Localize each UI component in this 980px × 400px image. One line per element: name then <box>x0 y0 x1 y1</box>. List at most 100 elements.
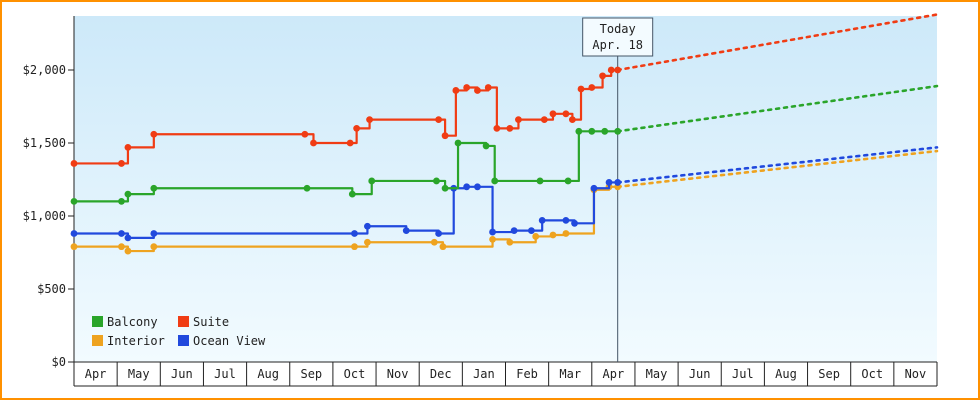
x-axis-label: Apr <box>85 367 107 381</box>
data-point-ocean-view <box>571 219 578 227</box>
data-point-interior <box>506 238 514 246</box>
data-point-suite <box>118 160 125 167</box>
legend-item-balcony: Balcony <box>92 315 158 329</box>
data-point-interior <box>118 243 125 251</box>
data-point-balcony <box>491 177 499 185</box>
series-points-ocean-view <box>70 179 622 242</box>
data-point-balcony <box>614 127 622 135</box>
data-point-suite <box>150 130 158 138</box>
x-axis-label: Apr <box>603 367 625 381</box>
data-point-interior <box>364 238 371 246</box>
data-point-balcony <box>588 127 596 135</box>
y-tick-label: $1,000 <box>23 209 66 223</box>
data-point-suite <box>310 139 317 147</box>
data-point-ocean-view <box>590 184 598 192</box>
data-point-suite <box>599 72 606 80</box>
data-point-suite <box>124 143 132 151</box>
x-axis-label: May <box>646 367 668 381</box>
legend-label-balcony: Balcony <box>107 315 158 329</box>
data-point-interior <box>124 247 132 255</box>
data-point-balcony <box>575 127 583 135</box>
data-point-ocean-view <box>538 216 546 224</box>
legend-item-suite: Suite <box>178 315 229 329</box>
x-axis-label: Oct <box>861 367 883 381</box>
data-point-suite <box>70 160 78 167</box>
data-point-ocean-view <box>118 230 125 237</box>
data-point-ocean-view <box>474 183 481 191</box>
data-point-suite <box>515 116 522 124</box>
data-point-ocean-view <box>527 227 535 235</box>
data-point-ocean-view <box>402 227 410 235</box>
data-point-ocean-view <box>562 216 570 224</box>
data-point-ocean-view <box>150 230 158 237</box>
legend-swatch-suite <box>178 316 189 327</box>
data-point-balcony <box>601 127 609 135</box>
data-point-suite <box>346 139 354 147</box>
data-point-suite <box>568 116 576 124</box>
data-point-suite <box>577 85 585 93</box>
legend-item-interior: Interior <box>92 334 165 348</box>
data-point-balcony <box>118 198 125 205</box>
data-point-ocean-view <box>489 228 496 236</box>
data-point-suite <box>435 116 443 124</box>
x-axis-label: Jul <box>732 367 754 381</box>
data-point-balcony <box>536 177 544 185</box>
x-axis-label: May <box>128 367 150 381</box>
x-axis-label: Nov <box>905 367 927 381</box>
data-point-suite <box>549 110 557 118</box>
data-point-balcony <box>564 177 572 185</box>
projection-line-balcony <box>616 84 939 133</box>
legend-item-ocean-view: Ocean View <box>178 334 266 348</box>
x-axis-label: Nov <box>387 367 409 381</box>
x-axis-label: Dec <box>430 367 452 381</box>
projection-line-suite <box>616 13 939 72</box>
data-point-ocean-view <box>510 227 518 235</box>
data-point-suite <box>301 130 309 138</box>
legend-swatch-balcony <box>92 316 103 327</box>
x-axis-label: Sep <box>818 367 840 381</box>
x-axis-label: Jan <box>473 367 495 381</box>
data-point-ocean-view <box>351 230 358 237</box>
x-axis-label: Jun <box>171 367 193 381</box>
x-axis-label: Aug <box>775 367 797 381</box>
data-point-suite <box>614 66 622 74</box>
data-point-suite <box>452 87 460 94</box>
data-point-suite <box>562 110 570 118</box>
data-point-balcony <box>454 139 462 147</box>
data-point-suite <box>474 87 481 94</box>
legend-swatch-interior <box>92 335 103 346</box>
data-point-suite <box>463 84 471 91</box>
data-point-interior <box>532 233 540 240</box>
legend-label-ocean-view: Ocean View <box>193 334 266 348</box>
y-tick-label: $2,000 <box>23 63 66 77</box>
data-point-suite <box>441 132 449 140</box>
projection-line-ocean-view <box>616 146 939 184</box>
today-label-line1: Today <box>600 22 636 36</box>
data-point-suite <box>353 125 361 132</box>
data-point-ocean-view <box>70 230 78 237</box>
projection-line-interior <box>616 149 939 189</box>
legend-label-suite: Suite <box>193 315 229 329</box>
data-point-interior <box>549 231 557 239</box>
data-point-ocean-view <box>463 183 471 191</box>
x-axis-label: Oct <box>344 367 366 381</box>
data-point-suite <box>607 66 615 74</box>
y-tick-label: $500 <box>37 282 66 296</box>
data-point-balcony <box>124 190 132 198</box>
data-point-ocean-view <box>614 179 622 186</box>
data-point-interior <box>351 243 358 251</box>
x-axis-label: Mar <box>559 367 581 381</box>
data-point-balcony <box>433 177 440 185</box>
series-points-balcony <box>70 127 622 205</box>
legend-swatch-ocean-view <box>178 335 189 346</box>
data-point-balcony <box>441 184 449 192</box>
data-point-suite <box>484 84 492 91</box>
data-point-balcony <box>303 184 311 192</box>
x-axis-label: Jul <box>214 367 236 381</box>
x-axis-label: Sep <box>300 367 322 381</box>
data-point-balcony <box>348 190 356 198</box>
data-point-interior <box>70 243 78 251</box>
data-point-balcony <box>70 198 78 205</box>
data-point-suite <box>506 125 514 132</box>
